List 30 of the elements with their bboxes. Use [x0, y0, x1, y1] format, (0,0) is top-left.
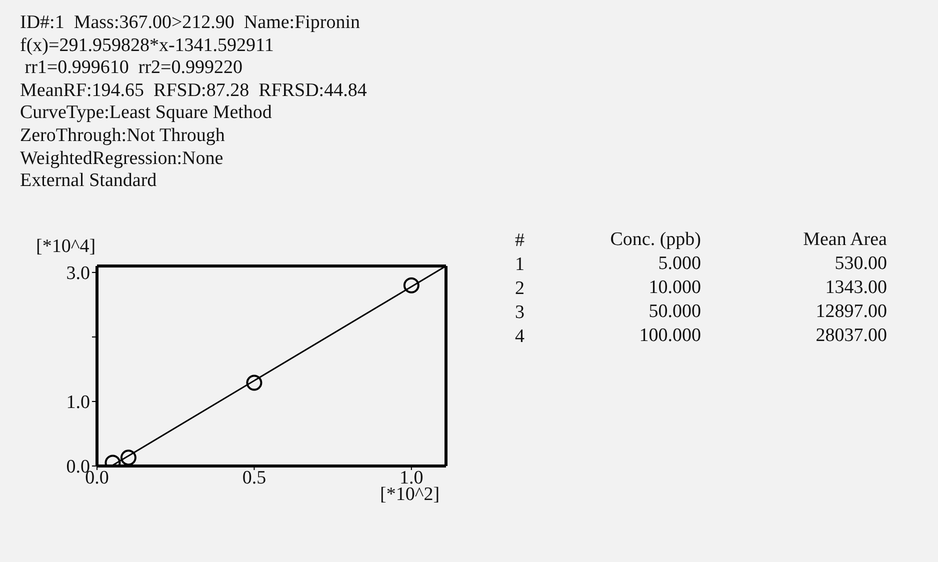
text: 2 [515, 276, 526, 300]
text: 530.00 [834, 252, 888, 276]
text: 1 [515, 252, 526, 276]
text: 4 [515, 324, 526, 348]
y-axis-title: [*10^4] [36, 236, 96, 258]
text: 12897.00 [814, 300, 888, 324]
point [246, 374, 262, 391]
text: 1343.00 [824, 276, 888, 300]
y-tick-label: 1.0 [66, 392, 90, 414]
text: f(x)=291.959828*x-1341.592911 [20, 34, 275, 58]
point [403, 277, 420, 294]
text: 28037.00 [814, 324, 888, 348]
text: rr1=0.999610 rr2=0.999220 [24, 57, 244, 80]
point [120, 450, 136, 466]
text: 10.000 [648, 276, 702, 300]
text: # [515, 228, 526, 252]
chart-title: ID#:1 Mass:367.00>212.90 Name:Fipronin [20, 12, 362, 35]
text: ZeroThrough:Not Through [20, 124, 226, 148]
text: 3 [515, 300, 526, 324]
text: MeanRF:194.65 RFSD:87.28 RFRSD:44.84 [20, 80, 367, 102]
text: 5.000 [657, 252, 702, 276]
text: Mean Area [802, 228, 888, 252]
text: CurveType:Least Square Method [20, 102, 273, 125]
text: 50.000 [648, 300, 702, 324]
text: 100.000 [638, 324, 702, 348]
text: WeightedRegression:None [20, 148, 224, 170]
text: External Standard [20, 170, 158, 193]
text: Conc. (ppb) [609, 228, 702, 252]
x-tick-label: 0.5 [242, 467, 266, 488]
y-tick-label: 3.0 [66, 263, 90, 284]
